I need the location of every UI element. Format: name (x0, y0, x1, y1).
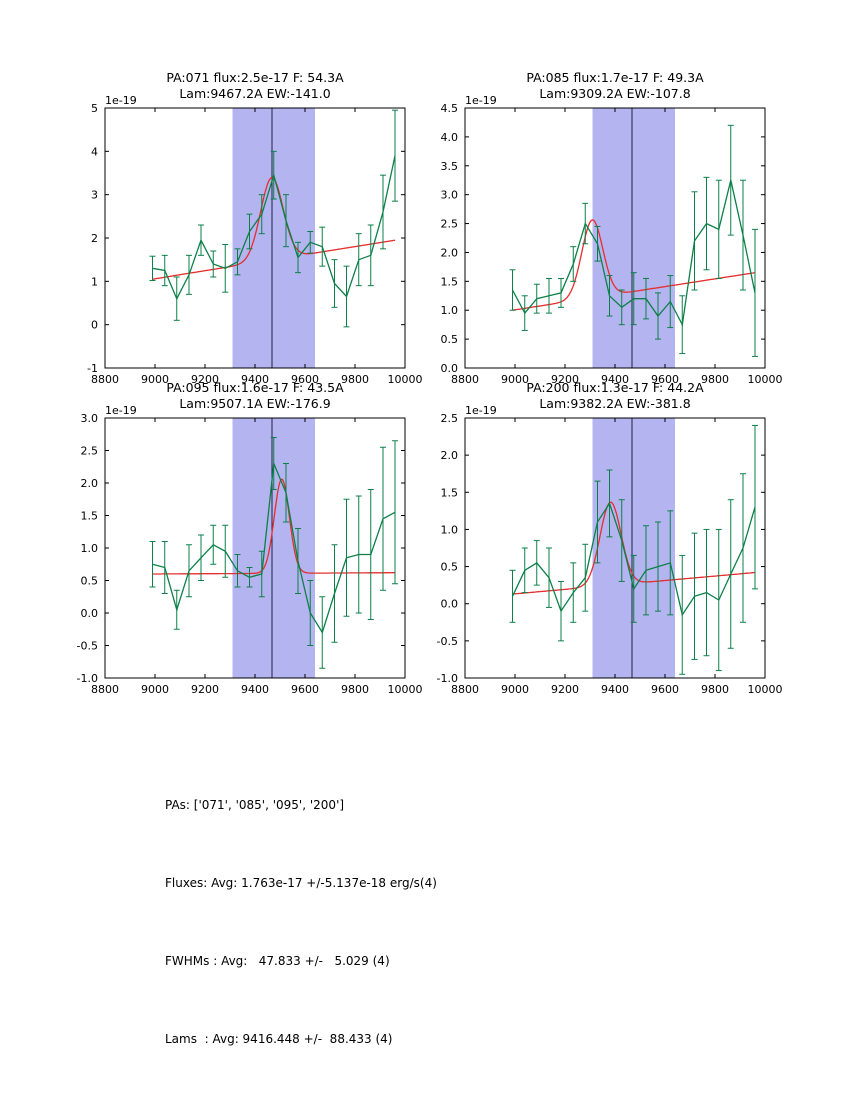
subplot-title-line1: PA:071 flux:2.5e-17 F: 54.3A (166, 70, 344, 85)
x-tick-label: 9800 (341, 683, 369, 696)
subplot-3: 8800 9000 9200 9400 9600 9800 10000 -1.0 -0.5 0.0… (77, 380, 423, 696)
y-tick-label: 5 (91, 102, 98, 115)
y-tick-label: 0.5 (81, 575, 99, 588)
subplot-title-line2: Lam:9382.2A EW:-381.8 (539, 396, 690, 411)
x-tick-label: 10000 (388, 373, 423, 386)
y-tick-label: 2.0 (441, 246, 459, 259)
y-tick-label: 0.0 (81, 607, 99, 620)
y-tick-label: 4.0 (441, 131, 459, 144)
x-tick-label: 10000 (388, 683, 423, 696)
y-axis-scale-label: 1e-19 (105, 404, 137, 417)
y-axis-scale-label: 1e-19 (105, 94, 137, 107)
x-tick-label: 8800 (91, 683, 119, 696)
y-tick-label: -1.0 (437, 672, 458, 685)
y-axis-scale-label: 1e-19 (465, 94, 497, 107)
subplot-2: 8800 9000 9200 9400 9600 9800 10000 0.0 0.5 1.0 1.… (441, 70, 783, 386)
x-tick-label: 8800 (451, 373, 479, 386)
subplot-4: 8800 9000 9200 9400 9600 9800 10000 -1.0 -0.5 0.0… (437, 380, 783, 696)
x-tick-label: 9400 (241, 683, 269, 696)
y-tick-label: 1.0 (441, 523, 459, 536)
tick-marks (464, 417, 766, 679)
y-tick-label: 3 (91, 189, 98, 202)
stats-line-fwhms: FWHMs : Avg: 47.833 +/- 5.029 (4) (165, 954, 390, 968)
spectrum-line (511, 180, 756, 327)
summary-stats: PAs: ['071', '085', '095', '200'] Fluxes… (165, 740, 437, 1100)
y-tick-label: 4.5 (441, 102, 459, 115)
y-tick-label: -0.5 (77, 640, 98, 653)
y-tick-label: 0.5 (441, 561, 459, 574)
x-tick-label: 9000 (501, 373, 529, 386)
y-tick-label: 3.0 (441, 189, 459, 202)
stats-line-fluxes: Fluxes: Avg: 1.763e-17 +/-5.137e-18 erg/… (165, 876, 437, 890)
subplot-title-line1: PA:085 flux:1.7e-17 F: 49.3A (526, 70, 704, 85)
y-tick-label: 1.0 (441, 304, 459, 317)
y-tick-label: 1.5 (441, 486, 459, 499)
y-tick-label: 0.0 (441, 598, 459, 611)
y-tick-label: 2 (91, 232, 98, 245)
y-tick-label: -0.5 (437, 635, 458, 648)
y-tick-label: 2.5 (81, 445, 99, 458)
x-tick-label: 9200 (551, 373, 579, 386)
x-tick-label: 9400 (241, 373, 269, 386)
y-tick-label: 1 (91, 275, 98, 288)
x-tick-label: 9000 (141, 373, 169, 386)
y-tick-label: 2.5 (441, 218, 459, 231)
y-tick-label: 1.0 (81, 542, 99, 555)
y-tick-label: 0.0 (441, 362, 459, 375)
y-tick-label: 1.5 (441, 275, 459, 288)
y-axis-scale-label: 1e-19 (465, 404, 497, 417)
x-tick-label: 9600 (651, 373, 679, 386)
fit-line (152, 478, 395, 575)
y-tick-label: -1 (87, 362, 98, 375)
highlight-band (592, 418, 675, 678)
x-tick-label: 9600 (291, 373, 319, 386)
x-tick-label: 9600 (651, 683, 679, 696)
x-tick-label: 10000 (748, 683, 783, 696)
y-tick-label: 3.0 (81, 412, 99, 425)
x-tick-label: 9200 (551, 683, 579, 696)
subplot-title-line1: PA:200 flux:1.3e-17 F: 44.2A (526, 380, 704, 395)
subplot-1: 8800 9000 9200 9400 9600 9800 10000 -1 0 1 2 3 4 5 PA:… (87, 70, 422, 386)
stats-line-pas: PAs: ['071', '085', '095', '200'] (165, 798, 345, 812)
y-tick-label: 0 (91, 319, 98, 332)
spectrum-line (152, 463, 396, 635)
x-tick-label: 9000 (141, 683, 169, 696)
subplot-title-line2: Lam:9467.2A EW:-141.0 (179, 86, 330, 101)
y-tick-label: 2.0 (441, 449, 459, 462)
subplot-title-line1: PA:095 flux:1.6e-17 F: 43.5A (166, 380, 344, 395)
spectrum-line (152, 155, 396, 301)
y-tick-label: 1.5 (81, 510, 99, 523)
stats-line-lams: Lams : Avg: 9416.448 +/- 88.433 (4) (165, 1032, 393, 1046)
subplot-title-line2: Lam:9309.2A EW:-107.8 (539, 86, 690, 101)
y-tick-label: 3.5 (441, 160, 459, 173)
x-tick-label: 9800 (701, 683, 729, 696)
x-tick-label: 9400 (601, 373, 629, 386)
tick-marks (464, 107, 766, 369)
tick-marks (104, 107, 406, 369)
highlight-band (592, 108, 675, 368)
subplot-title-line2: Lam:9507.1A EW:-176.9 (179, 396, 330, 411)
highlight-band (232, 108, 315, 368)
figure-canvas: 8800 9000 9200 9400 9600 9800 10000 -1 0 1 2 3 4 5 PA:… (77, 70, 783, 696)
x-tick-label: 9600 (291, 683, 319, 696)
x-tick-label: 9800 (701, 373, 729, 386)
x-tick-label: 10000 (748, 373, 783, 386)
y-tick-label: 4 (91, 145, 98, 158)
x-tick-label: 8800 (91, 373, 119, 386)
y-tick-label: -1.0 (77, 672, 98, 685)
y-tick-label: 0.5 (441, 333, 459, 346)
x-tick-label: 9400 (601, 683, 629, 696)
x-tick-label: 9200 (191, 373, 219, 386)
x-tick-label: 9800 (341, 373, 369, 386)
x-tick-label: 8800 (451, 683, 479, 696)
x-tick-label: 9000 (501, 683, 529, 696)
y-tick-label: 2.0 (81, 477, 99, 490)
x-tick-label: 9200 (191, 683, 219, 696)
spectrum-line (511, 501, 756, 617)
y-tick-label: 2.5 (441, 412, 459, 425)
tick-marks (104, 417, 406, 679)
